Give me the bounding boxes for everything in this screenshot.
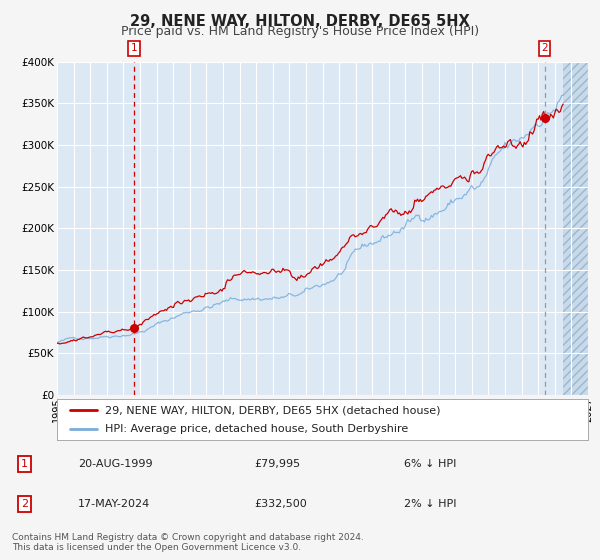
Text: Price paid vs. HM Land Registry's House Price Index (HPI): Price paid vs. HM Land Registry's House … [121, 25, 479, 38]
Text: 6% ↓ HPI: 6% ↓ HPI [404, 459, 456, 469]
Text: 17-MAY-2024: 17-MAY-2024 [78, 498, 151, 508]
Text: 2: 2 [541, 43, 548, 53]
Text: 29, NENE WAY, HILTON, DERBY, DE65 5HX: 29, NENE WAY, HILTON, DERBY, DE65 5HX [130, 14, 470, 29]
Text: Contains HM Land Registry data © Crown copyright and database right 2024.: Contains HM Land Registry data © Crown c… [12, 533, 364, 542]
Text: 1: 1 [21, 459, 28, 469]
Text: HPI: Average price, detached house, South Derbyshire: HPI: Average price, detached house, Sout… [105, 424, 408, 433]
Text: 20-AUG-1999: 20-AUG-1999 [78, 459, 153, 469]
Text: 1: 1 [131, 43, 137, 53]
Text: £79,995: £79,995 [254, 459, 300, 469]
Text: 29, NENE WAY, HILTON, DERBY, DE65 5HX (detached house): 29, NENE WAY, HILTON, DERBY, DE65 5HX (d… [105, 405, 440, 415]
Text: This data is licensed under the Open Government Licence v3.0.: This data is licensed under the Open Gov… [12, 543, 301, 552]
Text: 2: 2 [21, 498, 28, 508]
Bar [563, 62, 588, 395]
Text: 2% ↓ HPI: 2% ↓ HPI [404, 498, 456, 508]
Text: £332,500: £332,500 [254, 498, 307, 508]
